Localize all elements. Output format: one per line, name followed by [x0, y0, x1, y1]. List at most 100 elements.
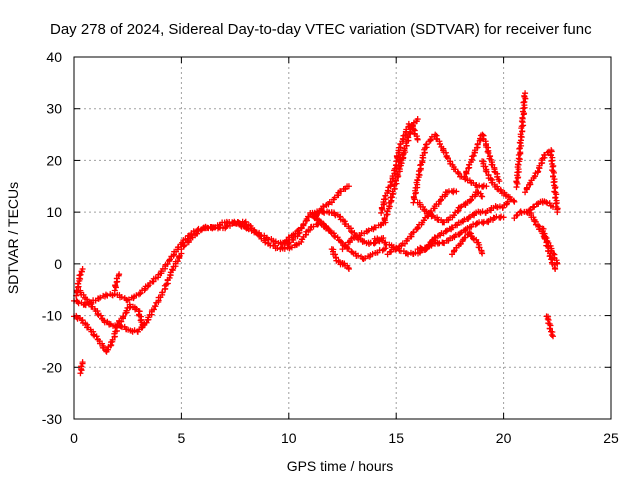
data-point [450, 212, 457, 219]
data-point [194, 230, 201, 237]
series-track-33 [539, 225, 559, 273]
series-track-22 [410, 131, 490, 206]
data-point [443, 153, 450, 160]
data-point [252, 229, 259, 236]
data-point [546, 325, 553, 332]
data-point [548, 148, 555, 155]
data-point [435, 201, 442, 208]
axis-ticks: 0 5 10 15 20 25 -30 -20 -10 0 10 20 30 40 [42, 49, 619, 446]
data-point [123, 307, 130, 314]
data-point [380, 235, 387, 241]
data-point [551, 261, 558, 268]
data-point [511, 198, 518, 205]
data-point [118, 294, 125, 301]
y-tick-label: -20 [42, 359, 62, 375]
series-track-18 [378, 152, 406, 216]
data-point [381, 214, 388, 221]
data-point [94, 310, 101, 317]
data-point [500, 214, 507, 221]
series-track-6 [111, 271, 123, 294]
data-point [150, 306, 157, 313]
data-point [543, 199, 550, 206]
data-point [116, 271, 123, 278]
data-point [332, 251, 339, 258]
data-point [393, 152, 400, 159]
data-point [131, 327, 138, 334]
data-point [139, 322, 146, 329]
series-track-26 [449, 229, 486, 258]
data-point [90, 331, 97, 338]
data-point [499, 204, 506, 211]
series-track-7 [118, 301, 147, 329]
data-point [548, 157, 555, 164]
data-point [120, 313, 127, 320]
data-point [552, 266, 559, 273]
data-point [414, 116, 421, 123]
x-tick-label: 25 [603, 430, 619, 446]
data-point [298, 238, 305, 245]
data-point [262, 239, 269, 246]
y-tick-label: 20 [46, 152, 62, 168]
data-point [393, 158, 400, 165]
series-track-25 [414, 189, 486, 226]
data-point [494, 185, 501, 192]
data-point [521, 92, 528, 99]
data-point [465, 214, 472, 221]
y-tick-label: 10 [46, 204, 62, 220]
data-point [487, 175, 494, 182]
data-point [317, 218, 324, 225]
data-point [414, 136, 421, 143]
data-point [432, 131, 439, 138]
data-point [453, 188, 460, 195]
series-track-3 [75, 250, 185, 335]
data-point [378, 209, 385, 216]
data-point [417, 245, 424, 252]
data-point [166, 257, 173, 264]
data-point [112, 282, 119, 289]
series-track-28 [479, 158, 518, 205]
data-point [348, 228, 355, 235]
x-tick-label: 15 [388, 430, 404, 446]
data-point [159, 289, 166, 296]
data-point [169, 267, 176, 274]
data-point [515, 152, 522, 159]
data-point [479, 193, 486, 200]
data-point [457, 230, 464, 237]
data-point [174, 258, 181, 265]
data-point [470, 152, 477, 159]
data-point [516, 145, 523, 152]
y-tick-label: -10 [42, 308, 62, 324]
data-point [79, 266, 86, 273]
data-point [553, 191, 560, 198]
series-track-19 [384, 187, 460, 258]
data-point [166, 256, 173, 263]
data-point [151, 302, 158, 309]
series-track-34 [543, 313, 557, 340]
series-track-27 [461, 131, 503, 185]
data-point [461, 173, 468, 180]
x-axis-label: GPS time / hours [287, 458, 394, 474]
x-tick-label: 10 [281, 430, 297, 446]
series-track-2 [71, 312, 123, 355]
data-point [331, 232, 338, 239]
data-point [548, 332, 555, 339]
data-point [401, 132, 408, 139]
data-point [176, 253, 183, 260]
data-point [457, 204, 464, 211]
data-point [535, 168, 542, 175]
data-point [380, 220, 387, 227]
grid [74, 57, 611, 419]
series-track-24 [414, 213, 507, 253]
data-point [482, 168, 489, 175]
data-point [516, 156, 523, 163]
data-point [420, 217, 427, 224]
data-point [519, 114, 526, 121]
data-point [485, 150, 492, 157]
data-point [144, 283, 151, 290]
series-track-8 [178, 218, 249, 253]
series-track-16 [339, 219, 389, 253]
data-point [345, 183, 352, 190]
data-point [327, 229, 334, 236]
data-point [551, 169, 558, 176]
data-point [442, 228, 449, 235]
